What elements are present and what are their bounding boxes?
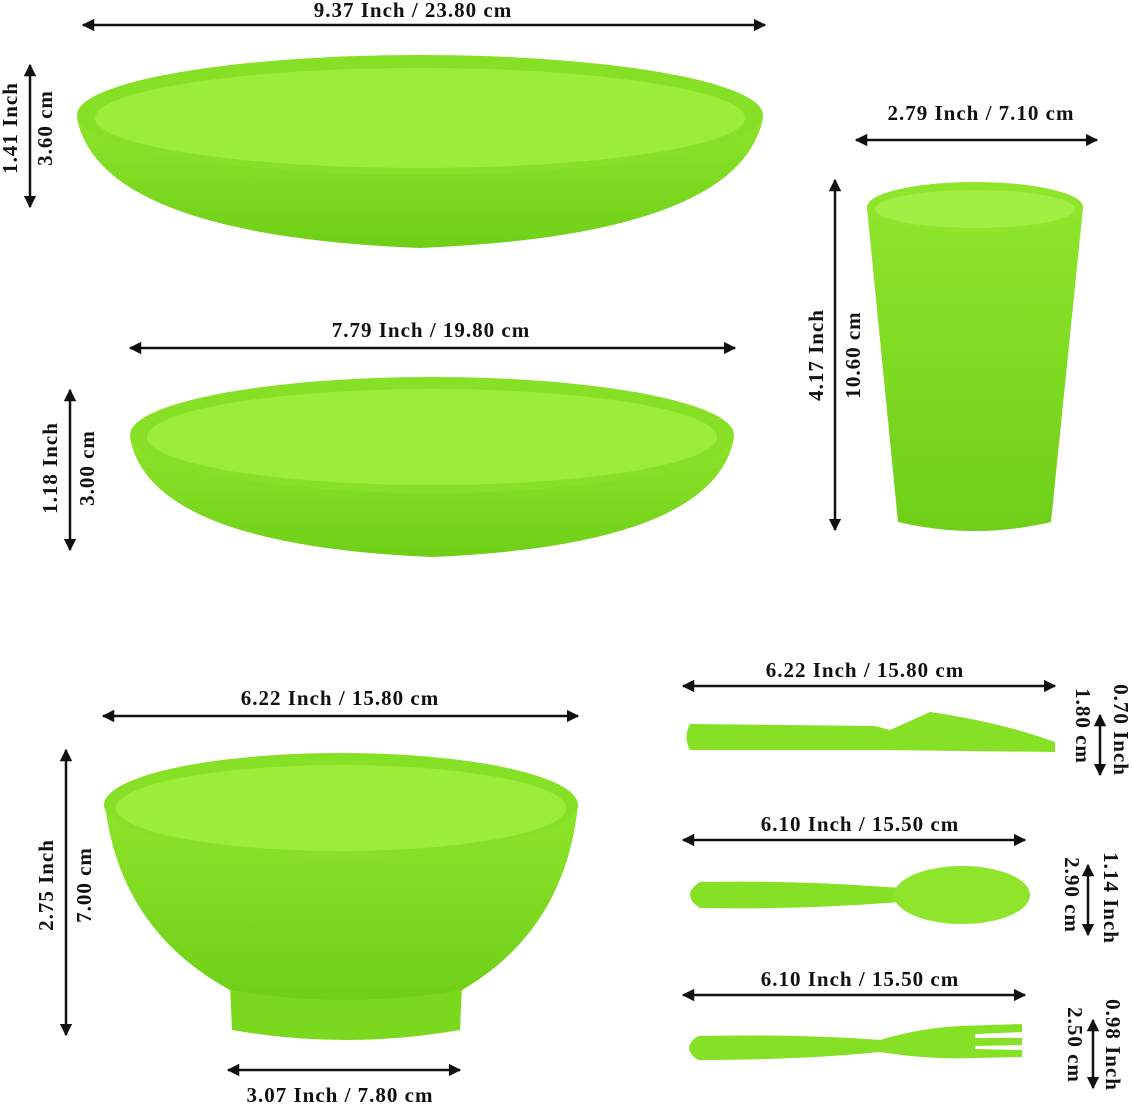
- cup: [867, 182, 1083, 531]
- dimension-label: 0.98 Inch: [1101, 999, 1125, 1091]
- dimension-label: 0.70 Inch: [1109, 684, 1132, 776]
- dimension-label: 6.22 Inch / 15.80 cm: [241, 686, 440, 710]
- dimension-label: 2.90 cm: [1060, 857, 1084, 933]
- spoon: [690, 866, 1030, 924]
- dimension-label: 4.17 Inch: [804, 309, 828, 401]
- dimension-label: 7.00 cm: [72, 847, 96, 923]
- dimension-label: 3.00 cm: [75, 430, 99, 506]
- salad-plate: [130, 377, 734, 557]
- dimension-label: 2.50 cm: [1063, 1007, 1087, 1083]
- bowl: [104, 753, 578, 1040]
- dimension-label: 6.10 Inch / 15.50 cm: [761, 812, 960, 836]
- fork: [689, 1024, 1022, 1060]
- dimension-label: 2.79 Inch / 7.10 cm: [888, 101, 1075, 125]
- dimension-label: 10.60 cm: [841, 311, 865, 398]
- dimension-label: 3.60 cm: [33, 90, 57, 166]
- dimension-label: 1.18 Inch: [38, 422, 62, 514]
- dimension-label: 1.14 Inch: [1099, 852, 1123, 944]
- dimension-label: 6.10 Inch / 15.50 cm: [761, 967, 960, 991]
- dinner-plate: [77, 55, 763, 248]
- dimension-label: 2.75 Inch: [34, 839, 58, 931]
- dimension-label: 3.07 Inch / 7.80 cm: [247, 1083, 434, 1107]
- dimension-label: 1.41 Inch: [0, 82, 22, 174]
- knife: [686, 712, 1055, 752]
- dimension-label: 7.79 Inch / 19.80 cm: [332, 318, 531, 342]
- dimension-label: 9.37 Inch / 23.80 cm: [314, 0, 513, 22]
- dimension-label: 6.22 Inch / 15.80 cm: [766, 658, 965, 682]
- dimension-label: 1.80 cm: [1071, 688, 1095, 764]
